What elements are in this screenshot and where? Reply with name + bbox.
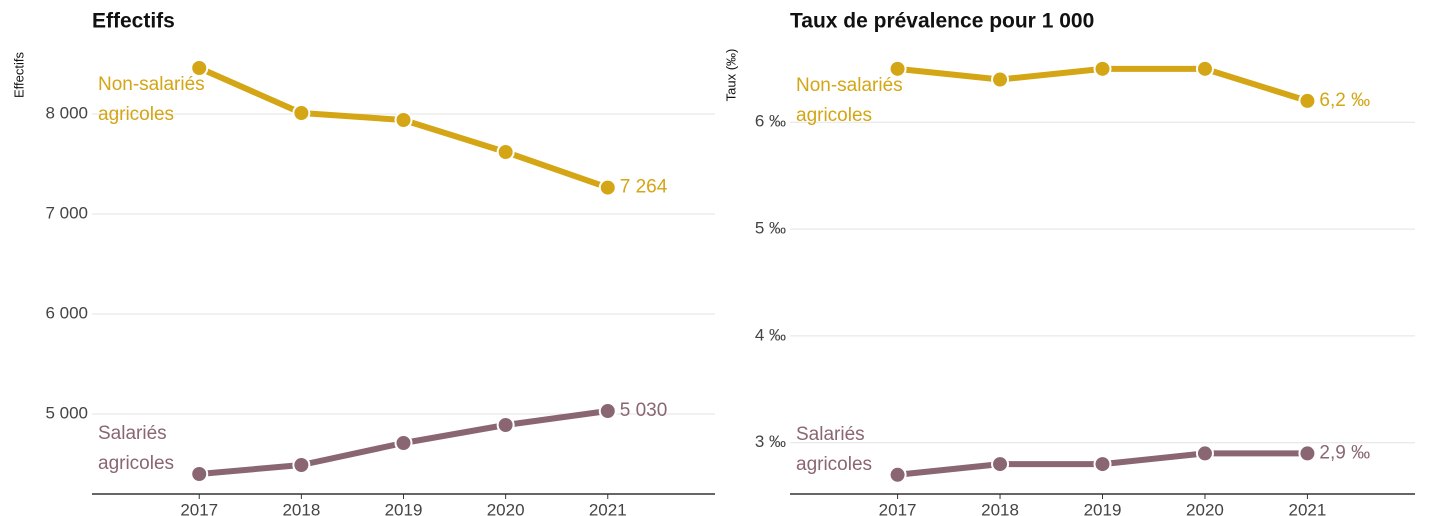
x-tick-label: 2018: [981, 500, 1019, 516]
x-tick-label: 2021: [1289, 500, 1327, 516]
y-tick-label: 7 000: [45, 203, 88, 222]
data-label: 7 264: [620, 177, 668, 198]
y-tick-label: 6 000: [45, 303, 88, 322]
series-label: Non-salariés agricoles: [796, 75, 903, 126]
series-label: Salariés agricoles: [98, 423, 174, 474]
y-tick-label: 4 ‰: [755, 325, 786, 344]
x-tick-label: 2019: [385, 500, 423, 516]
chart-title: Taux de prévalence pour 1 000: [790, 10, 1094, 33]
point: [1298, 444, 1317, 463]
point: [190, 59, 209, 77]
point: [1195, 444, 1214, 463]
point: [991, 70, 1010, 89]
y-tick-label: 5 000: [45, 403, 88, 422]
data-label: 2,9 ‰: [1319, 442, 1370, 463]
y-tick-label: 8 000: [45, 103, 88, 122]
point: [394, 434, 413, 452]
point: [888, 465, 907, 484]
point: [394, 111, 413, 129]
point: [888, 59, 907, 78]
y-tick-label: 5 ‰: [755, 219, 786, 238]
chart-title: Effectifs: [92, 10, 175, 33]
data-label: 5 030: [620, 400, 668, 421]
point: [991, 455, 1010, 474]
point: [1298, 91, 1317, 110]
y-tick-label: 6 ‰: [755, 112, 786, 131]
point: [1093, 455, 1112, 474]
x-tick-label: 2019: [1084, 500, 1122, 516]
point: [496, 143, 515, 161]
y-axis-label: Taux (‰): [723, 49, 738, 102]
x-tick-label: 2018: [282, 500, 320, 516]
x-tick-label: 2020: [1186, 500, 1224, 516]
point: [190, 465, 209, 483]
point: [598, 178, 617, 197]
data-label: 6,2 ‰: [1319, 90, 1370, 111]
series-label: Salariés agricoles: [796, 424, 872, 475]
point: [292, 456, 311, 474]
x-tick-label: 2020: [487, 500, 525, 516]
y-tick-label: 3 ‰: [755, 432, 786, 451]
point: [496, 416, 515, 434]
series-label: Non-salariés agricoles: [98, 74, 205, 125]
y-axis-label: Effectifs: [11, 52, 26, 99]
point: [598, 402, 617, 420]
x-tick-label: 2021: [589, 500, 627, 516]
x-tick-label: 2017: [879, 500, 917, 516]
point: [292, 104, 311, 122]
point: [1195, 59, 1214, 78]
x-tick-label: 2017: [180, 500, 218, 516]
point: [1093, 59, 1112, 78]
